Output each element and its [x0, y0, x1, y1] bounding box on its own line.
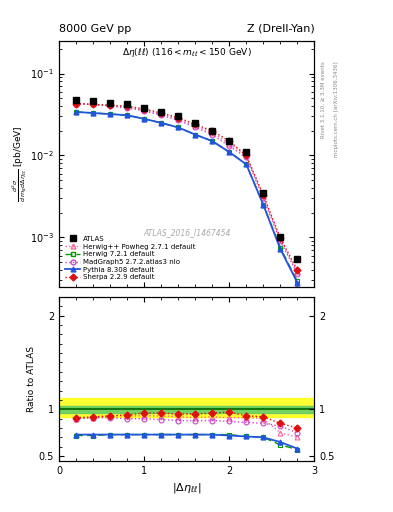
Text: Z (Drell-Yan): Z (Drell-Yan)	[247, 24, 314, 34]
Text: 8000 GeV pp: 8000 GeV pp	[59, 24, 131, 34]
Text: ATLAS_2016_I1467454: ATLAS_2016_I1467454	[143, 228, 230, 237]
Text: $\Delta\eta(\ell\ell)\ (116 < m_{\ell\ell} < 150\ \mathrm{GeV})$: $\Delta\eta(\ell\ell)\ (116 < m_{\ell\el…	[122, 46, 252, 59]
Text: mcplots.cern.ch [arXiv:1306.3436]: mcplots.cern.ch [arXiv:1306.3436]	[334, 61, 339, 157]
Bar	[59, 406, 314, 413]
X-axis label: $|\Delta\eta_{\ell\ell}|$: $|\Delta\eta_{\ell\ell}|$	[172, 481, 201, 495]
Legend: ATLAS, Herwig++ Powheg 2.7.1 default, Herwig 7.2.1 default, MadGraph5 2.7.2.atla: ATLAS, Herwig++ Powheg 2.7.1 default, He…	[62, 233, 198, 283]
Y-axis label: $\frac{d^2\sigma}{d\,m_{\ell\ell}d\Delta\eta_{\ell\ell}}$ [pb/GeV]: $\frac{d^2\sigma}{d\,m_{\ell\ell}d\Delta…	[10, 125, 29, 202]
Text: Rivet 3.1.10, ≥ 3.3M events: Rivet 3.1.10, ≥ 3.3M events	[320, 61, 325, 138]
Bar	[59, 398, 314, 417]
Y-axis label: Ratio to ATLAS: Ratio to ATLAS	[27, 346, 36, 412]
